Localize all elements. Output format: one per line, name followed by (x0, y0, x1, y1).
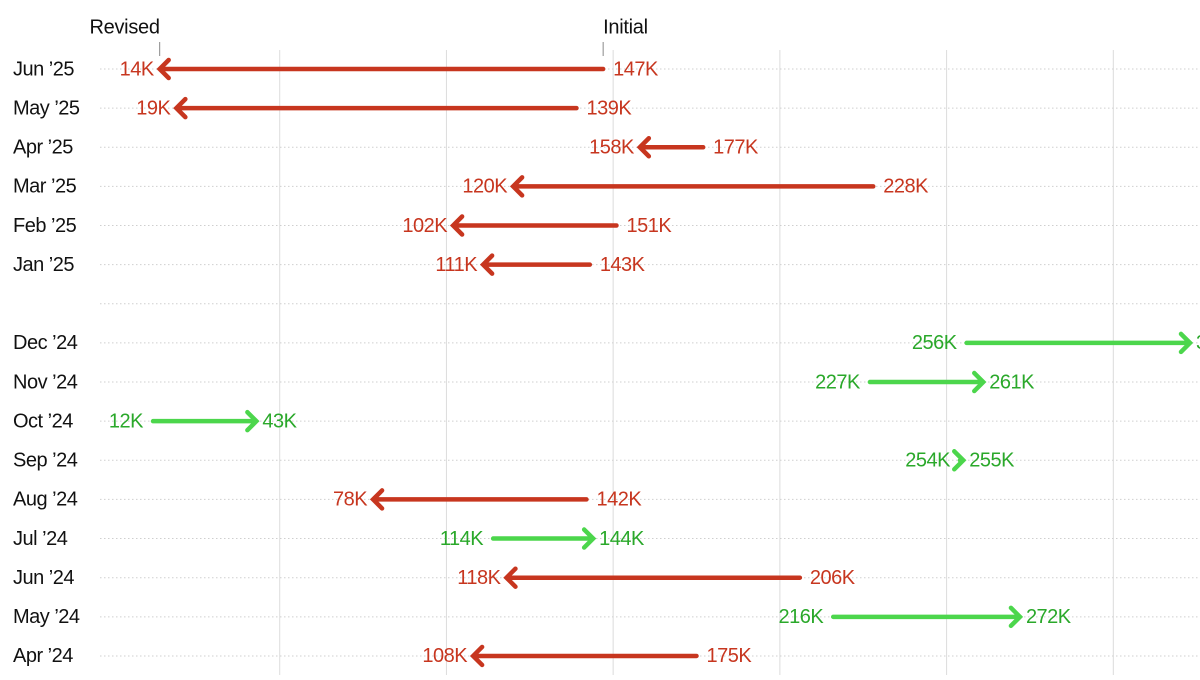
row-label: Jul ’24 (13, 528, 68, 550)
arrow (449, 214, 619, 237)
revised-label: 19K (136, 97, 171, 119)
row-label: Apr ’24 (13, 645, 73, 667)
arrow (867, 370, 987, 394)
initial-label: 206K (810, 567, 856, 589)
row-label: Jan ’25 (13, 254, 74, 276)
revised-label: 108K (422, 645, 468, 667)
initial-label: 143K (600, 254, 646, 276)
revised-label: 158K (589, 137, 635, 159)
row-label: Apr ’25 (13, 137, 73, 159)
row-label: Oct ’24 (13, 410, 73, 432)
initial-label: 175K (707, 645, 753, 667)
row-label: Feb ’25 (13, 215, 77, 237)
revised-label: 14K (120, 58, 155, 80)
row-label: Mar ’25 (13, 176, 77, 198)
arrow (964, 331, 1194, 355)
row-label: Sep ’24 (13, 450, 78, 472)
initial-label: 151K (626, 215, 672, 237)
row-label: Jun ’25 (13, 58, 74, 80)
initial-label: 256K (912, 332, 958, 354)
revised-label: 118K (457, 567, 501, 589)
arrow (490, 527, 597, 550)
revised-label: 120K (462, 176, 508, 198)
revised-label: 111K (435, 254, 478, 276)
revised-label: 43K (262, 410, 297, 432)
revised-label: 102K (402, 215, 448, 237)
header-label: Initial (603, 16, 648, 38)
initial-label: 216K (779, 606, 825, 628)
arrow (636, 136, 706, 159)
initial-label: 227K (815, 371, 861, 393)
initial-label: 177K (713, 137, 759, 159)
arrow (173, 96, 579, 120)
arrow (156, 57, 606, 81)
arrow (150, 409, 260, 433)
row-label: May ’24 (13, 606, 80, 628)
initial-label: 254K (905, 450, 951, 472)
row-label: Dec ’24 (13, 332, 78, 354)
revised-label: 272K (1026, 606, 1072, 628)
arrow (509, 175, 876, 198)
initial-label: 139K (586, 97, 632, 119)
revised-label: 261K (989, 371, 1035, 393)
revised-label: 255K (969, 450, 1015, 472)
initial-label: 142K (596, 489, 642, 511)
row-label: Jun ’24 (13, 567, 74, 589)
revised-label: 323K (1196, 332, 1200, 354)
row-label: Aug ’24 (13, 489, 78, 511)
initial-label: 228K (883, 176, 929, 198)
revised-label: 144K (599, 528, 645, 550)
arrow (830, 605, 1024, 629)
row-label: Nov ’24 (13, 371, 78, 393)
arrow (479, 253, 593, 276)
initial-label: 147K (613, 58, 659, 80)
arrow (469, 644, 699, 668)
arrow (503, 566, 803, 589)
initial-label: 114K (440, 528, 484, 550)
row-label: May ’25 (13, 97, 80, 119)
arrow (952, 449, 967, 472)
initial-label: 12K (109, 410, 144, 432)
header-label: Revised (90, 16, 160, 38)
arrow (369, 488, 589, 511)
revised-label: 78K (333, 489, 368, 511)
